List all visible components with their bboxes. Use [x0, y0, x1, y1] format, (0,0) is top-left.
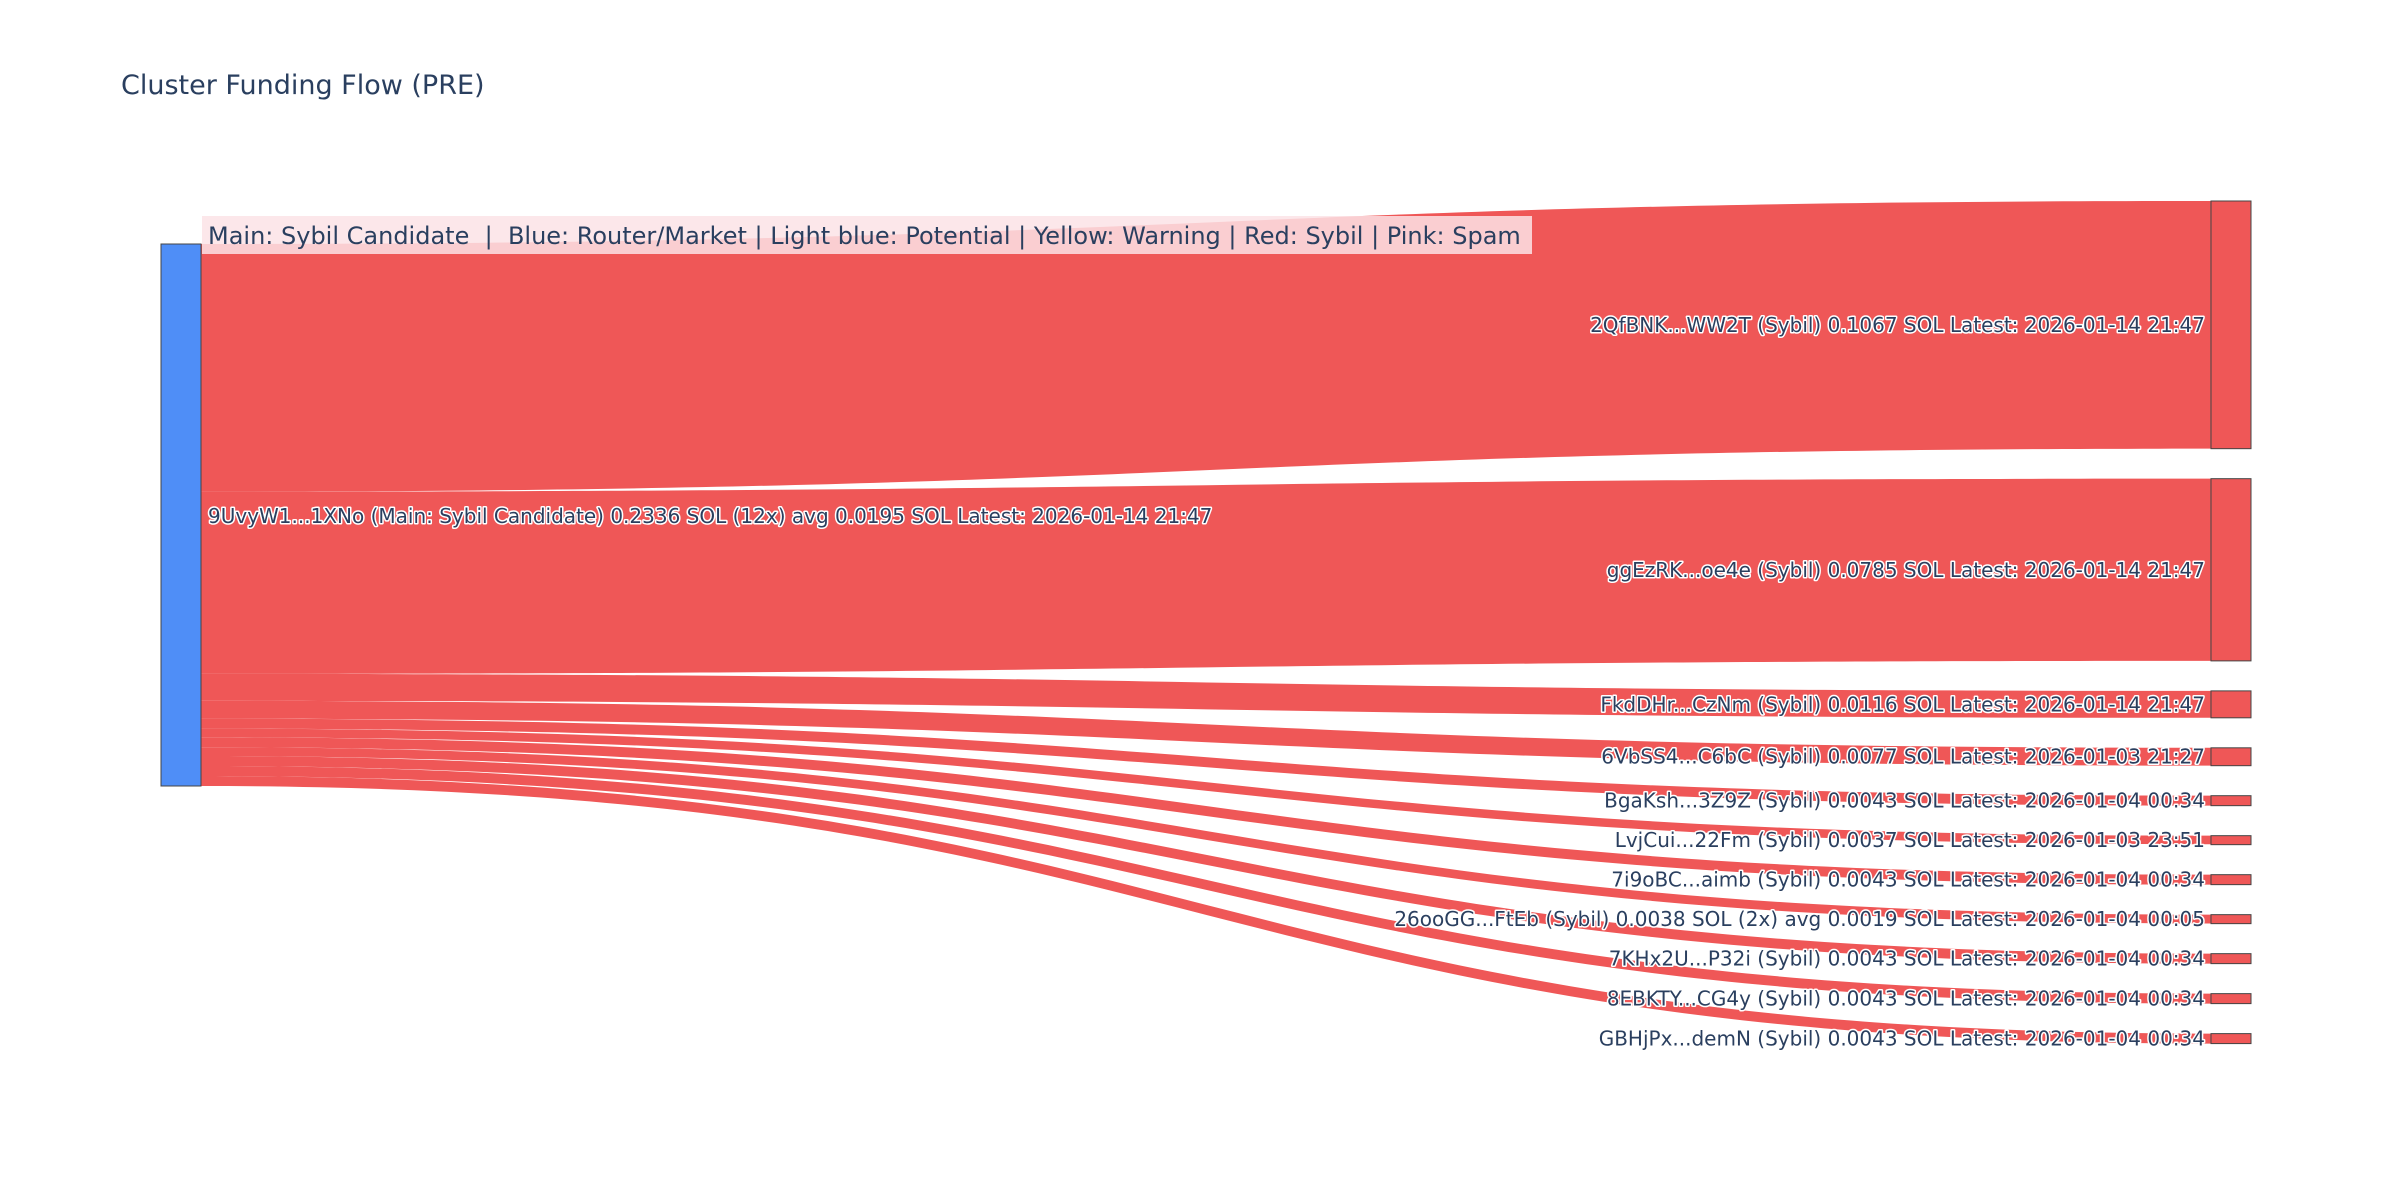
node-label-target-8: 7KHx2U...P32i (Sybil) 0.0043 SOL Latest:… [1609, 947, 2205, 971]
sankey-node-target-1 [2210, 478, 2252, 662]
sankey-node-target-0 [2210, 200, 2252, 450]
node-label-target-4: BgaKsh...3Z9Z (Sybil) 0.0043 SOL Latest:… [1604, 789, 2205, 813]
sankey-node-target-7 [2210, 914, 2252, 925]
sankey-link-3 [201, 700, 2211, 766]
node-label-target-1: ggEzRK...oe4e (Sybil) 0.0785 SOL Latest:… [1607, 558, 2205, 582]
sankey-node-target-4 [2210, 795, 2252, 807]
node-label-source: 9UvyW1...1XNo (Main: Sybil Candidate) 0.… [208, 504, 1212, 528]
sankey-link-2 [201, 673, 2211, 718]
node-label-target-5: LvjCui...22Fm (Sybil) 0.0037 SOL Latest:… [1615, 828, 2205, 852]
sankey-node-target-2 [2210, 690, 2252, 719]
node-label-target-6: 7i9oBC...aimb (Sybil) 0.0043 SOL Latest:… [1611, 868, 2205, 892]
sankey-labels: 9UvyW1...1XNo (Main: Sybil Candidate) 0.… [207, 311, 2207, 1052]
sankey-node-target-9 [2210, 993, 2252, 1005]
sankey-link-7 [201, 747, 2211, 924]
sankey-node-target-3 [2210, 747, 2252, 767]
sankey-node-source [160, 243, 202, 787]
chart-title: Cluster Funding Flow (PRE) [121, 70, 485, 101]
sankey-link-0 [201, 201, 2211, 492]
legend-note-group: Main: Sybil Candidate | Blue: Router/Mar… [202, 216, 1532, 254]
sankey-nodes [160, 200, 2252, 1045]
node-label-target-9: 8EBKTY...CG4y (Sybil) 0.0043 SOL Latest:… [1607, 987, 2205, 1011]
sankey-node-target-8 [2210, 953, 2252, 965]
sankey-link-8 [201, 756, 2211, 964]
sankey-link-4 [201, 718, 2211, 806]
sankey-links [201, 201, 2211, 1044]
sankey-node-target-5 [2210, 835, 2252, 846]
legend-note: Main: Sybil Candidate | Blue: Router/Mar… [208, 222, 1521, 250]
legend-note-background [202, 216, 1532, 254]
sankey-link-9 [201, 766, 2211, 1004]
sankey-link-6 [201, 737, 2211, 885]
sankey-link-1 [201, 478, 2211, 674]
sankey-node-target-10 [2210, 1033, 2252, 1045]
sankey-link-5 [201, 728, 2211, 845]
sankey-link-10 [201, 776, 2211, 1044]
node-label-target-2: FkdDHr...CzNm (Sybil) 0.0116 SOL Latest:… [1600, 692, 2205, 716]
node-label-target-10: GBHjPx...demN (Sybil) 0.0043 SOL Latest:… [1599, 1027, 2205, 1051]
node-label-target-0: 2QfBNK...WW2T (Sybil) 0.1067 SOL Latest:… [1590, 313, 2205, 337]
node-label-target-3: 6VbSS4...C6bC (Sybil) 0.0077 SOL Latest:… [1601, 745, 2205, 769]
sankey-node-target-6 [2210, 874, 2252, 886]
node-label-target-7: 26ooGG...FtEb (Sybil) 0.0038 SOL (2x) av… [1394, 907, 2205, 931]
